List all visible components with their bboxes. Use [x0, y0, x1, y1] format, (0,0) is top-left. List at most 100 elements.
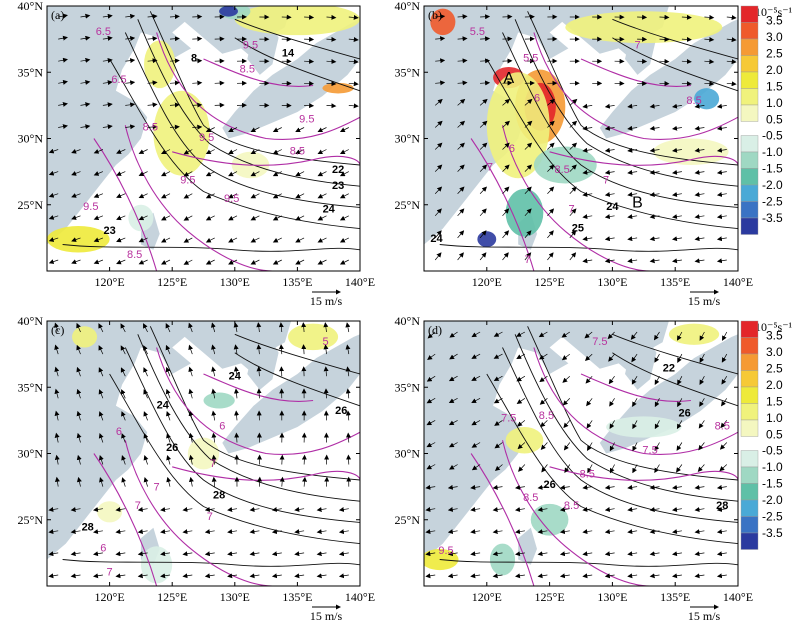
contour-label: 22 [332, 164, 344, 176]
wind-vector [169, 14, 180, 20]
wind-vector [227, 507, 238, 512]
map-content: 22 26 26 28 7.5 7.5 8.5 8.5 8.5 7.5 8.5 8.5 9.5 [424, 321, 738, 586]
x-tick-label: 120°E [472, 275, 502, 289]
wind-vector [250, 127, 260, 132]
wind-vector [515, 484, 525, 490]
wind-vector [694, 192, 705, 197]
wind-vector [256, 322, 262, 333]
wind-vector [653, 331, 660, 341]
wind-vector [93, 529, 103, 535]
wind-vector [672, 169, 682, 175]
temperature-contour [439, 244, 738, 252]
wind-vector [562, 375, 571, 383]
contour-label: 25 [572, 222, 584, 234]
wind-vector [502, 120, 510, 128]
wind-vector [316, 529, 327, 535]
wind-vector [607, 331, 615, 340]
wind-vector [524, 186, 532, 194]
wind-vector [447, 484, 458, 490]
wind-vector [716, 169, 727, 175]
wind-vector [426, 442, 436, 448]
wind-vector [632, 420, 638, 430]
wind-vector [147, 36, 158, 42]
wind-vector [192, 14, 203, 20]
x-tick-label: 125°E [535, 275, 565, 289]
contour-label: 9.5 [299, 114, 314, 126]
wind-vector [80, 13, 91, 19]
land-area [47, 6, 292, 245]
wind-vector [323, 344, 329, 355]
wind-vector [704, 36, 715, 42]
wind-vector [604, 147, 615, 153]
temperature-contour [486, 58, 738, 230]
wind-vector [188, 322, 193, 333]
colorbar-swatch [740, 320, 759, 338]
wind-vector [479, 164, 488, 172]
wind-vector [339, 127, 349, 132]
wind-vector [492, 573, 503, 579]
wind-vector [115, 529, 126, 535]
wind-vector [138, 237, 148, 243]
contour-label: 7 [569, 204, 575, 216]
wind-vector [609, 464, 615, 474]
colorbar-swatch [740, 22, 759, 40]
wind-vector [160, 551, 171, 557]
wind-vector [338, 551, 349, 557]
wind-vector [165, 388, 171, 399]
wind-vector [627, 125, 638, 131]
wind-vector [80, 102, 91, 108]
wind-vector [502, 98, 511, 106]
wind-vector [205, 149, 215, 155]
wind-vector [143, 433, 149, 443]
wind-vector [547, 230, 554, 239]
wind-vector [93, 171, 104, 176]
contour-label: 8.5 [523, 492, 538, 504]
wind-vector [161, 193, 171, 199]
wind-vector [70, 507, 81, 512]
wind-vector [54, 410, 60, 421]
magenta-contour [124, 125, 273, 271]
wind-vector [182, 551, 193, 557]
wind-vector [659, 36, 670, 42]
wind-vector [279, 454, 285, 465]
wind-vector [425, 551, 436, 557]
wind-vector [547, 252, 554, 261]
contour-label: 28 [716, 500, 728, 512]
wind-vector [585, 375, 593, 384]
wind-vector [234, 410, 240, 421]
colorbar-label: 1.0 [766, 96, 783, 110]
wind-vector [48, 170, 59, 176]
wind-vector [272, 215, 282, 221]
magenta-contour [93, 453, 158, 586]
contour-label: 9.5 [243, 39, 258, 51]
wind-vector [147, 58, 158, 64]
x-tick-label: 140°E [723, 590, 753, 604]
wind-vector [323, 322, 329, 333]
wind-vector [435, 36, 446, 42]
vorticity-shading [144, 40, 176, 89]
contour-label: 8.5 [555, 164, 570, 176]
wind-vector [559, 529, 570, 535]
wind-vector [205, 193, 215, 199]
colorbar-swatch [740, 201, 759, 219]
colorbar-swatch [740, 38, 759, 56]
wind-vector [470, 507, 481, 512]
x-tick-label: 135°E [660, 590, 690, 604]
contour-label: 5.5 [470, 26, 485, 38]
magenta-contour [501, 440, 651, 586]
land-area [47, 321, 292, 560]
wind-vector [524, 230, 532, 239]
wind-vector [183, 193, 193, 199]
temperature-contour [137, 334, 360, 502]
wind-vector [547, 142, 555, 150]
wind-vector [547, 98, 555, 106]
colorbar-label: -2.0 [762, 178, 783, 192]
wind-vector [348, 37, 359, 43]
wind-vector [434, 142, 443, 150]
colorbar-label: -3.5 [762, 526, 783, 540]
wind-vector [345, 432, 351, 443]
wind-vector [211, 344, 216, 355]
wind-vector [582, 236, 593, 242]
vorticity-shading [668, 323, 720, 345]
